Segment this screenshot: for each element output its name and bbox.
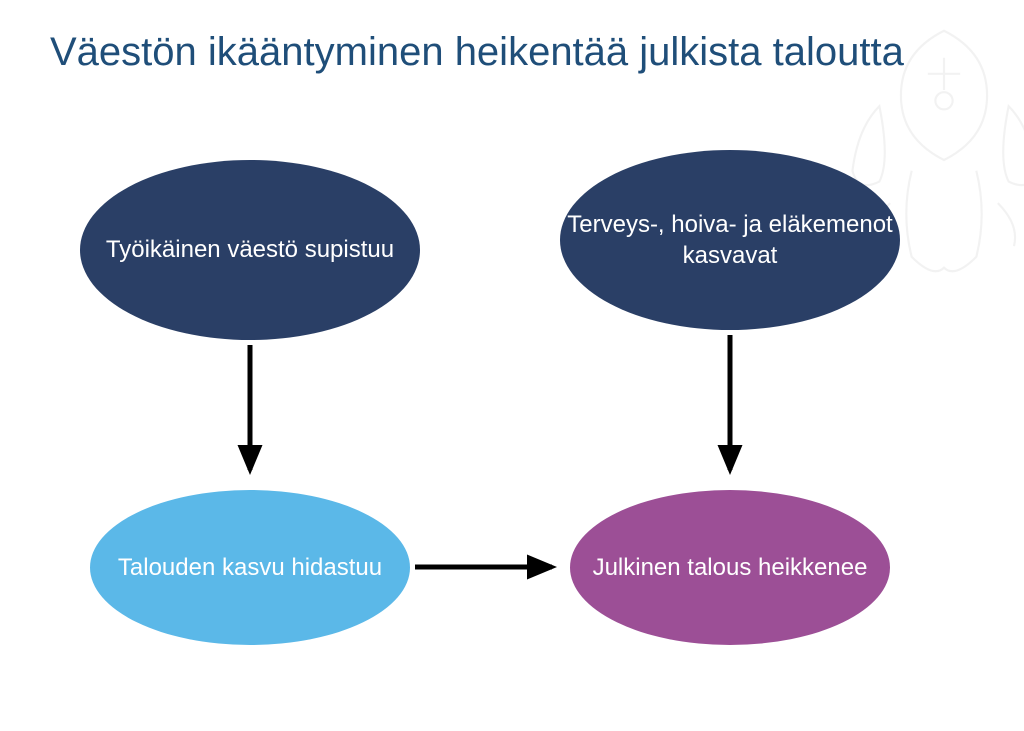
node-health-care-pension-costs: Terveys-, hoiva- ja eläkemenot kasvavat xyxy=(560,150,900,330)
node-public-economy-weakens: Julkinen talous heikkenee xyxy=(570,490,890,645)
node-economic-growth-slows: Talouden kasvu hidastuu xyxy=(90,490,410,645)
node-label: Julkinen talous heikkenee xyxy=(593,552,868,583)
node-working-age-population: Työikäinen väestö supistuu xyxy=(80,160,420,340)
node-label: Työikäinen väestö supistuu xyxy=(106,234,394,265)
page-title: Väestön ikääntyminen heikentää julkista … xyxy=(50,30,904,75)
node-label: Terveys-, hoiva- ja eläkemenot kasvavat xyxy=(560,209,900,271)
node-label: Talouden kasvu hidastuu xyxy=(118,552,382,583)
